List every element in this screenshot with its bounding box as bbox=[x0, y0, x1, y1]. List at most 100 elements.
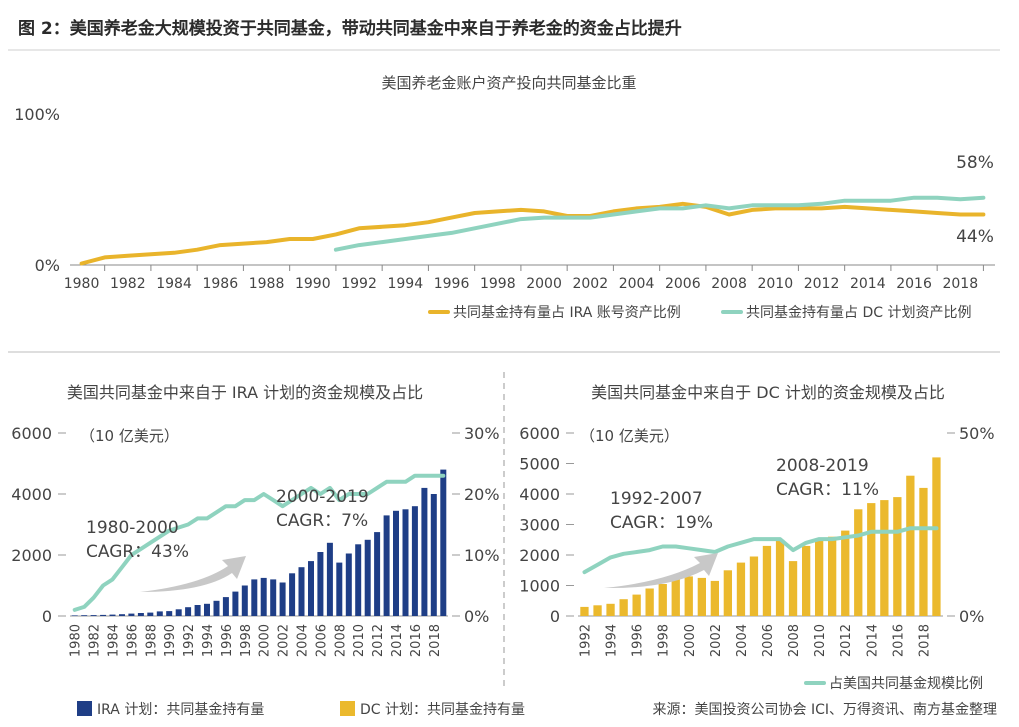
dc-bar bbox=[775, 539, 785, 617]
dc-bar bbox=[632, 594, 641, 616]
dc-bar bbox=[906, 475, 915, 616]
dc-annotation-text: CAGR：11% bbox=[776, 480, 879, 500]
ira-x-tick-label: 1996 bbox=[220, 624, 235, 657]
ira-annotation-text: 1980-2000 bbox=[86, 518, 179, 538]
ira-bar bbox=[232, 591, 239, 616]
dc-y-tick-label: 0 bbox=[550, 607, 560, 626]
dc-bar bbox=[880, 500, 889, 616]
top-x-tick-label: 1986 bbox=[202, 276, 238, 292]
ira-bar bbox=[393, 510, 399, 616]
dc-annotation-text: 1992-2007 bbox=[610, 489, 703, 509]
ira-bar bbox=[289, 573, 296, 616]
top-x-tick-label: 2016 bbox=[896, 276, 932, 292]
legend-label-dc-bar: DC 计划：共同基金持有量 bbox=[360, 701, 525, 718]
ira-x-tick-label: 2016 bbox=[409, 624, 424, 657]
dc-bar bbox=[828, 536, 837, 616]
top-end-label-ira: 44% bbox=[956, 227, 994, 247]
ira-bar bbox=[345, 553, 352, 616]
ira-bar bbox=[119, 614, 125, 616]
dc-bar bbox=[606, 603, 615, 616]
ira-x-tick-label: 1998 bbox=[239, 624, 254, 657]
top-x-tick-label: 2008 bbox=[711, 276, 747, 292]
ira-x-tick-label: 1982 bbox=[88, 624, 103, 657]
dc-bar bbox=[697, 577, 706, 616]
ira-bar bbox=[317, 552, 324, 616]
ira-bar bbox=[430, 494, 437, 616]
top-x-tick-label: 1994 bbox=[387, 276, 423, 292]
dc-bar bbox=[815, 539, 824, 617]
ira-bar bbox=[383, 515, 390, 616]
dc-x-tick-label: 2002 bbox=[709, 624, 724, 657]
ira-bar bbox=[440, 469, 447, 616]
dc-bar bbox=[762, 545, 772, 616]
source-note: 来源：美国投资公司协会 ICI、万得资讯、南方基金整理 bbox=[653, 701, 997, 718]
dc-y-tick-label: 5000 bbox=[519, 455, 560, 474]
ira-bar bbox=[251, 579, 258, 616]
ira-share-line bbox=[79, 201, 986, 266]
dc-y-tick-label: 2000 bbox=[519, 546, 560, 565]
ira-bar bbox=[421, 487, 428, 616]
ira-bar bbox=[71, 615, 78, 616]
dc-bar bbox=[788, 561, 798, 616]
dc-bar bbox=[619, 599, 628, 616]
ira-x-tick-label: 2004 bbox=[296, 624, 311, 657]
ira-bar bbox=[109, 614, 116, 616]
ira-x-tick-label: 2010 bbox=[352, 624, 367, 657]
dc-x-tick-label: 2008 bbox=[787, 624, 802, 657]
dc-y-tick-label: 1000 bbox=[519, 577, 560, 596]
top-x-tick-label: 2018 bbox=[942, 276, 978, 292]
top-x-tick-label: 2006 bbox=[665, 276, 701, 292]
dc-growth-arrow bbox=[604, 553, 718, 589]
ira-annotation-text: CAGR：7% bbox=[276, 511, 368, 531]
dc-share-line bbox=[582, 526, 939, 575]
dc-bar bbox=[919, 487, 928, 616]
ira-x-tick-label: 2008 bbox=[333, 624, 348, 657]
legend-label-ira-share: 共同基金持有量占 IRA 账号资产比例 bbox=[453, 304, 681, 321]
ira-bar bbox=[364, 539, 371, 617]
ira-x-tick-label: 1988 bbox=[144, 624, 159, 657]
ira-bar bbox=[128, 613, 135, 616]
top-x-tick-label: 1992 bbox=[341, 276, 377, 292]
top-x-tick-label: 2004 bbox=[619, 276, 655, 292]
top-x-tick-label: 1980 bbox=[64, 276, 100, 292]
ira-x-tick-label: 1980 bbox=[69, 624, 84, 657]
ira-bar bbox=[411, 506, 418, 616]
ira-bar bbox=[90, 615, 97, 616]
legend-label-share-line: 占美国共同基金规模比例 bbox=[829, 675, 983, 692]
legend-label-ira-bar: IRA 计划：共同基金持有量 bbox=[97, 701, 264, 718]
dc-bar bbox=[593, 605, 602, 616]
dc-bar bbox=[749, 556, 759, 616]
ira-y-tick-label: 0 bbox=[42, 607, 52, 626]
ira-bar bbox=[355, 544, 362, 616]
top-x-tick-label: 1984 bbox=[156, 276, 192, 292]
ira-x-tick-label: 1994 bbox=[201, 624, 216, 657]
dc-x-tick-label: 1998 bbox=[657, 624, 672, 657]
ira-bar bbox=[175, 609, 182, 616]
dc-chart-title: 美国共同基金中来自于 DC 计划的资金规模及占比 bbox=[591, 383, 945, 402]
dc-x-tick-label: 2004 bbox=[735, 624, 750, 657]
ira-bar bbox=[194, 605, 201, 616]
ira-annotation-text: CAGR：43% bbox=[86, 542, 189, 562]
dc-y-tick-label: 4000 bbox=[519, 485, 560, 504]
ira-bar bbox=[156, 611, 163, 616]
dc-bar bbox=[645, 588, 654, 616]
ira-y-tick-label: 6000 bbox=[11, 424, 52, 443]
top-y-tick-100: 100% bbox=[14, 105, 60, 124]
dc-bar bbox=[723, 570, 732, 617]
legend-label-dc-share: 共同基金持有量占 DC 计划资产比例 bbox=[746, 304, 971, 321]
dc-x-tick-label: 2010 bbox=[813, 624, 828, 657]
ira-bar bbox=[336, 562, 343, 616]
ira-bar bbox=[137, 613, 144, 616]
dc-share-line bbox=[333, 195, 986, 252]
ira-bar bbox=[402, 509, 409, 617]
dc-bar bbox=[658, 584, 667, 616]
top-x-tick-label: 1990 bbox=[295, 276, 331, 292]
ira-bar bbox=[166, 611, 173, 616]
ira-bar bbox=[204, 603, 210, 616]
dc-bar bbox=[710, 580, 719, 616]
ira-bar bbox=[374, 532, 381, 616]
dc-y-tick-label: 6000 bbox=[519, 424, 560, 443]
ira-bar bbox=[81, 615, 88, 616]
dc-y2-tick-label: 0% bbox=[959, 607, 984, 626]
ira-bar bbox=[308, 561, 314, 616]
